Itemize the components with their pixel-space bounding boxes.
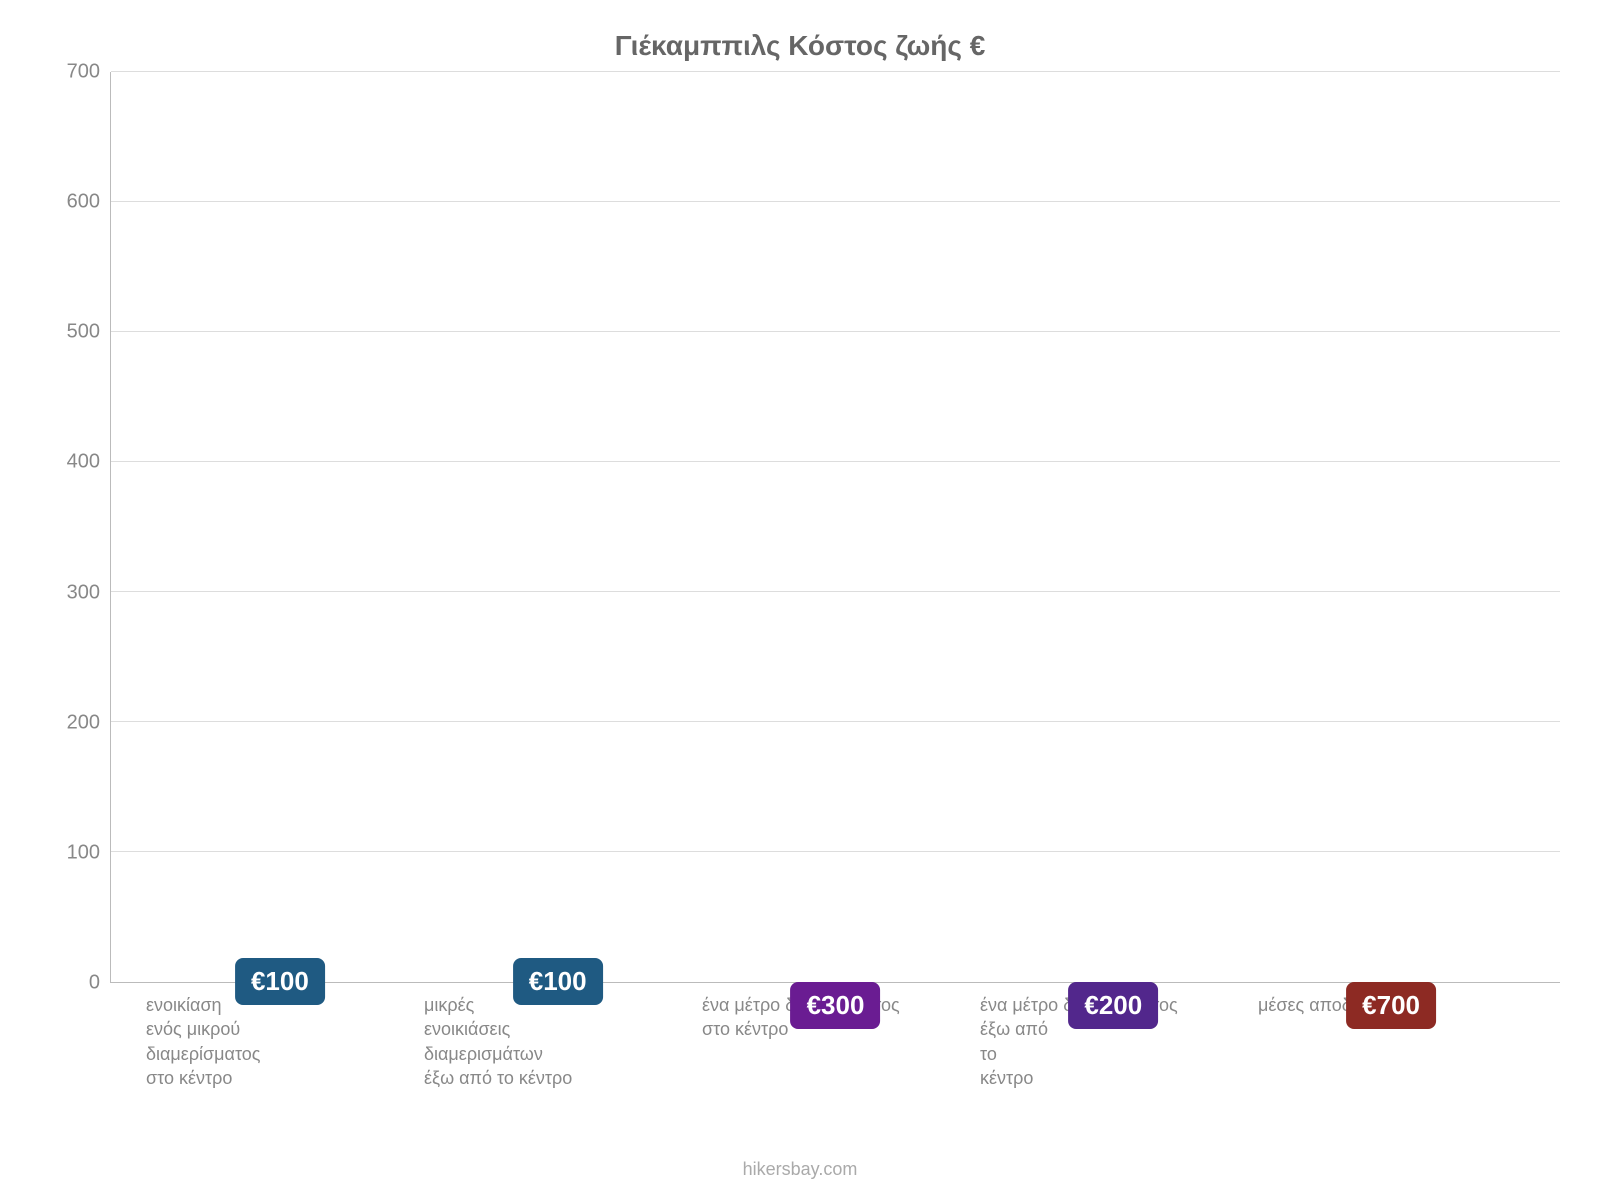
y-tick-label: 0	[89, 972, 100, 995]
chart-container: Γιέκαμππιλς Κόστος ζωής € 0 100 200 300 400 5…	[0, 0, 1600, 1200]
bar-value-label: €100	[513, 958, 603, 1005]
credit-text: hikersbay.com	[40, 1159, 1560, 1180]
x-tick-label: μικρές ενοικιάσεις διαμερισμάτων έξω από…	[418, 993, 696, 1153]
bar-value-label: €200	[1068, 982, 1158, 1029]
y-tick-label: 200	[67, 711, 100, 734]
grid-line	[111, 591, 1560, 592]
y-tick-label: 500	[67, 321, 100, 344]
y-axis: 0100200300400500600700	[40, 72, 110, 983]
y-tick-label: 100	[67, 841, 100, 864]
plot-row: 0100200300400500600700 €100€100€300€200€…	[40, 72, 1560, 983]
bar-value-label: €300	[791, 982, 881, 1029]
plot-area: €100€100€300€200€700	[110, 72, 1560, 983]
grid-line	[111, 461, 1560, 462]
y-tick-label: 300	[67, 581, 100, 604]
bar-value-label: €700	[1346, 982, 1436, 1029]
y-tick-label: 600	[67, 191, 100, 214]
x-tick-label: ενοικίαση ενός μικρού διαμερίσματος στο …	[140, 993, 418, 1153]
bar-value-label: €100	[235, 958, 325, 1005]
grid-line	[111, 71, 1560, 72]
grid-line	[111, 721, 1560, 722]
grid-line	[111, 851, 1560, 852]
bars-layer: €100€100€300€200€700	[111, 72, 1560, 982]
y-tick-label: 400	[67, 451, 100, 474]
chart-title: Γιέκαμππιλς Κόστος ζωής €	[40, 30, 1560, 62]
grid-line	[111, 201, 1560, 202]
grid-line	[111, 331, 1560, 332]
y-tick-label: 700	[67, 61, 100, 84]
